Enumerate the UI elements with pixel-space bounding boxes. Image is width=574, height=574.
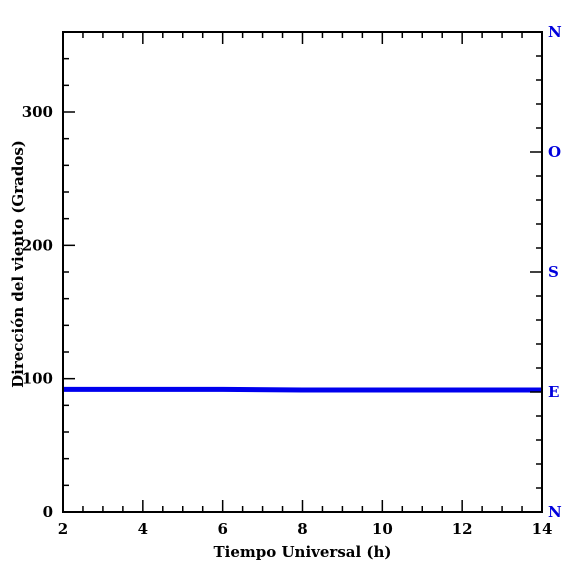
- y-tick-label: 100: [22, 370, 53, 388]
- ticks-layer: [62, 31, 543, 513]
- x-tick-label: 12: [452, 520, 473, 538]
- compass-label: O: [548, 143, 561, 161]
- y-tick-label: 200: [22, 236, 53, 254]
- x-tick-label: 6: [217, 520, 227, 538]
- x-axis-title: Tiempo Universal (h): [213, 543, 391, 561]
- y-axis-title: Dirección del viento (Grados): [9, 140, 27, 388]
- compass-label: N: [548, 23, 562, 41]
- y-tick-label: 300: [22, 103, 53, 121]
- x-tick-label: 10: [372, 520, 393, 538]
- y-tick-label: 0: [43, 503, 53, 521]
- series-line: [63, 386, 542, 393]
- x-tick-label: 2: [58, 520, 68, 538]
- plot-frame: [62, 31, 543, 513]
- compass-label: N: [548, 503, 562, 521]
- x-tick-label: 8: [297, 520, 307, 538]
- x-tick-label: 14: [532, 520, 553, 538]
- compass-label: S: [548, 263, 559, 281]
- x-tick-label: 4: [138, 520, 148, 538]
- series-layer: [63, 386, 542, 393]
- compass-label: E: [548, 383, 559, 401]
- labels-layer: 2 4 6 8 10 12 14 0 100 200 300 N E S O N: [22, 23, 562, 538]
